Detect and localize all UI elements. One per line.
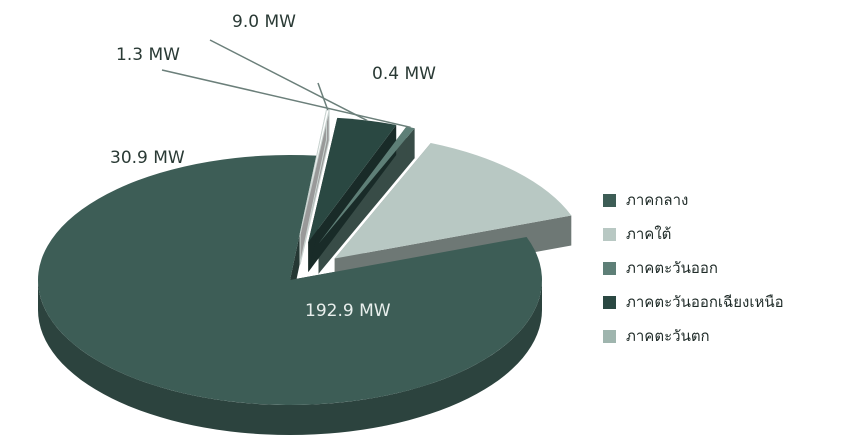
- legend-item: ภาคใต้: [603, 217, 784, 251]
- legend-item: ภาคกลาง: [603, 183, 784, 217]
- pie-slice-side: [38, 280, 542, 435]
- leader-line: [161, 69, 411, 129]
- leader-line: [317, 82, 329, 111]
- data-label: 0.4 MW: [372, 64, 436, 84]
- legend-item: ภาคตะวันออกเฉียงเหนือ: [603, 285, 784, 319]
- legend-swatch: [603, 193, 616, 207]
- legend-label: ภาคตะวันออก: [626, 259, 718, 277]
- legend-label: ภาคตะวันตก: [626, 327, 710, 345]
- legend-label: ภาคใต้: [626, 225, 672, 243]
- pie-slice: [308, 117, 397, 243]
- legend-swatch: [603, 295, 616, 309]
- legend-swatch: [603, 261, 616, 275]
- legend-label: ภาคตะวันออกเฉียงเหนือ: [626, 293, 784, 311]
- pie-slice: [318, 126, 415, 244]
- pie-slice-tops: [38, 109, 572, 405]
- data-label: 192.9 MW: [305, 301, 391, 321]
- pie-slice: [38, 155, 543, 405]
- data-label: 30.9 MW: [110, 148, 185, 168]
- pie-slice-face: [308, 124, 397, 273]
- data-label: 9.0 MW: [232, 12, 296, 32]
- legend-label: ภาคกลาง: [626, 191, 689, 209]
- data-label: 1.3 MW: [116, 45, 180, 65]
- leader-lines: [161, 39, 411, 129]
- pie-slice: [334, 142, 572, 259]
- leader-line: [209, 39, 368, 122]
- legend-item: ภาคตะวันตก: [603, 319, 784, 353]
- legend-item: ภาคตะวันออก: [603, 251, 784, 285]
- legend-swatch: [603, 227, 616, 241]
- legend-swatch: [603, 329, 616, 343]
- legend: ภาคกลาง ภาคใต้ ภาคตะวันออก ภาคตะวันออกเฉ…: [603, 183, 784, 353]
- data-labels: 192.9 MW 30.9 MW 1.3 MW 9.0 MW 0.4 MW: [110, 12, 436, 321]
